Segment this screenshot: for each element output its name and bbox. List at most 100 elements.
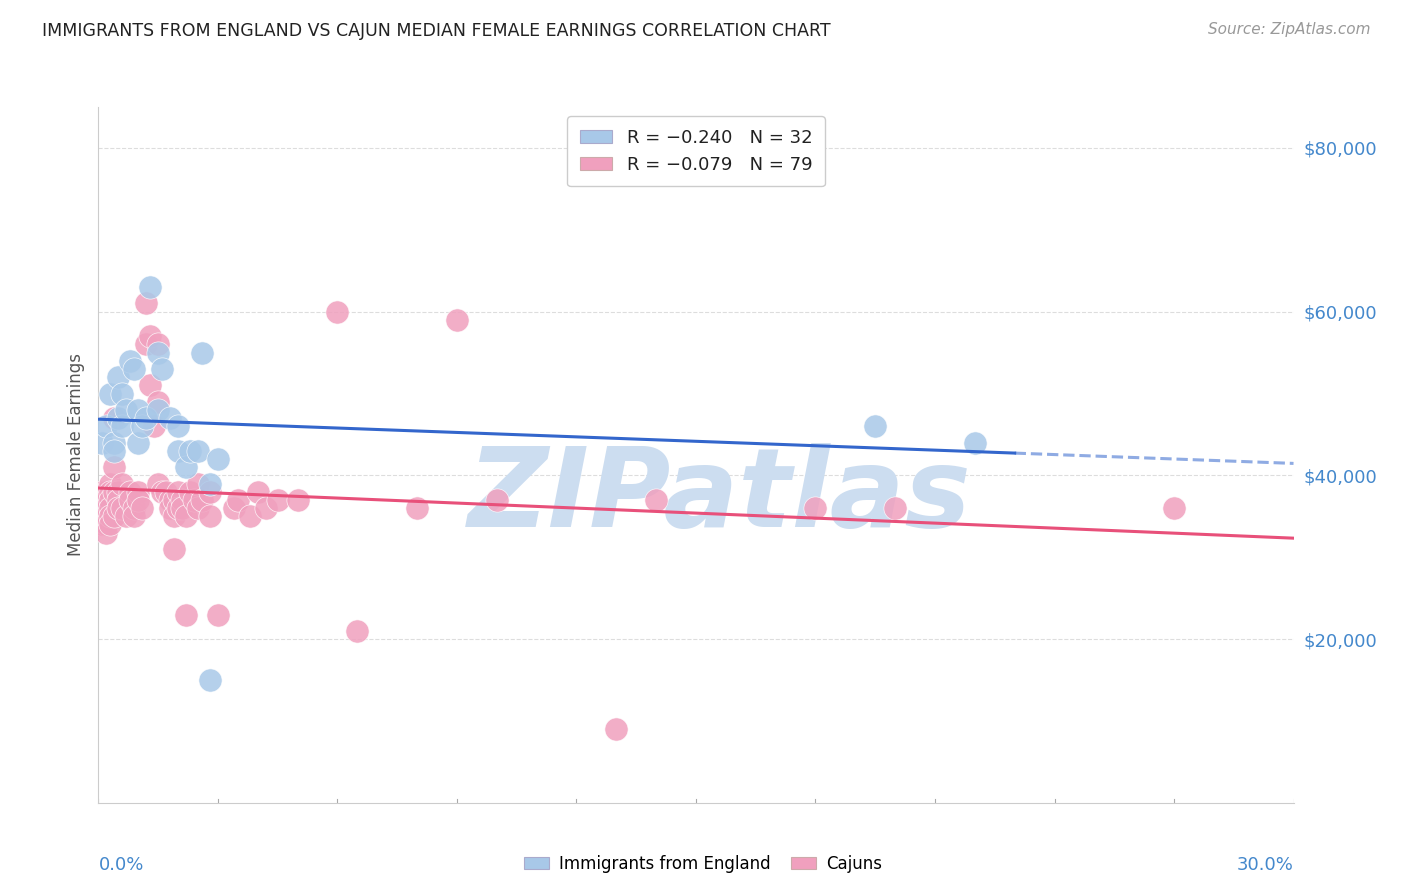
- Point: [1163, 501, 1185, 516]
- Point: [172, 501, 194, 516]
- Point: [124, 501, 146, 516]
- Point: [131, 419, 153, 434]
- Point: [111, 419, 134, 434]
- Point: [96, 509, 118, 524]
- Point: [111, 476, 134, 491]
- Point: [963, 435, 986, 450]
- Point: [135, 296, 157, 310]
- Point: [98, 492, 122, 507]
- Point: [226, 492, 249, 507]
- Point: [124, 509, 146, 524]
- Text: ZIPatlas: ZIPatlas: [468, 443, 972, 550]
- Point: [254, 501, 277, 516]
- Point: [103, 435, 125, 450]
- Point: [124, 362, 146, 376]
- Point: [163, 492, 186, 507]
- Point: [96, 419, 118, 434]
- Point: [139, 329, 162, 343]
- Point: [863, 419, 886, 434]
- Point: [187, 443, 209, 458]
- Point: [645, 492, 668, 507]
- Point: [172, 492, 194, 507]
- Point: [174, 460, 197, 475]
- Point: [167, 501, 190, 516]
- Point: [174, 607, 197, 622]
- Point: [120, 484, 142, 499]
- Point: [207, 452, 229, 467]
- Point: [91, 501, 114, 516]
- Point: [98, 509, 122, 524]
- Point: [111, 386, 134, 401]
- Point: [159, 411, 181, 425]
- Legend: Immigrants from England, Cajuns: Immigrants from England, Cajuns: [517, 848, 889, 880]
- Point: [155, 484, 177, 499]
- Point: [191, 492, 214, 507]
- Point: [96, 492, 118, 507]
- Point: [131, 501, 153, 516]
- Point: [103, 484, 125, 499]
- Point: [115, 509, 138, 524]
- Point: [287, 492, 309, 507]
- Point: [98, 517, 122, 532]
- Point: [163, 542, 186, 557]
- Point: [148, 476, 170, 491]
- Point: [239, 509, 262, 524]
- Point: [115, 403, 138, 417]
- Point: [446, 313, 468, 327]
- Text: 0.0%: 0.0%: [98, 856, 143, 874]
- Point: [605, 722, 627, 736]
- Point: [150, 484, 173, 499]
- Point: [143, 419, 166, 434]
- Point: [191, 345, 214, 359]
- Point: [139, 280, 162, 294]
- Point: [148, 345, 170, 359]
- Point: [198, 484, 221, 499]
- Point: [207, 607, 229, 622]
- Point: [148, 403, 170, 417]
- Point: [198, 509, 221, 524]
- Point: [107, 370, 129, 384]
- Point: [107, 411, 129, 425]
- Point: [804, 501, 827, 516]
- Point: [159, 492, 181, 507]
- Point: [96, 501, 118, 516]
- Point: [127, 492, 149, 507]
- Legend: R = −0.240   N = 32, R = −0.079   N = 79: R = −0.240 N = 32, R = −0.079 N = 79: [567, 116, 825, 186]
- Point: [91, 509, 114, 524]
- Point: [103, 509, 125, 524]
- Point: [98, 484, 122, 499]
- Point: [167, 443, 190, 458]
- Text: 30.0%: 30.0%: [1237, 856, 1294, 874]
- Point: [96, 517, 118, 532]
- Point: [148, 394, 170, 409]
- Point: [163, 509, 186, 524]
- Point: [187, 476, 209, 491]
- Point: [406, 501, 429, 516]
- Point: [198, 476, 221, 491]
- Point: [183, 492, 205, 507]
- Text: Source: ZipAtlas.com: Source: ZipAtlas.com: [1208, 22, 1371, 37]
- Point: [187, 501, 209, 516]
- Point: [120, 492, 142, 507]
- Point: [150, 362, 173, 376]
- Point: [127, 484, 149, 499]
- Point: [148, 337, 170, 351]
- Point: [346, 624, 368, 638]
- Point: [167, 419, 190, 434]
- Point: [179, 443, 201, 458]
- Point: [179, 484, 201, 499]
- Point: [98, 386, 122, 401]
- Point: [127, 403, 149, 417]
- Y-axis label: Median Female Earnings: Median Female Earnings: [66, 353, 84, 557]
- Point: [159, 501, 181, 516]
- Point: [103, 460, 125, 475]
- Point: [127, 435, 149, 450]
- Point: [98, 501, 122, 516]
- Point: [174, 509, 197, 524]
- Point: [107, 501, 129, 516]
- Point: [485, 492, 508, 507]
- Point: [103, 443, 125, 458]
- Point: [91, 435, 114, 450]
- Point: [222, 501, 245, 516]
- Point: [198, 673, 221, 687]
